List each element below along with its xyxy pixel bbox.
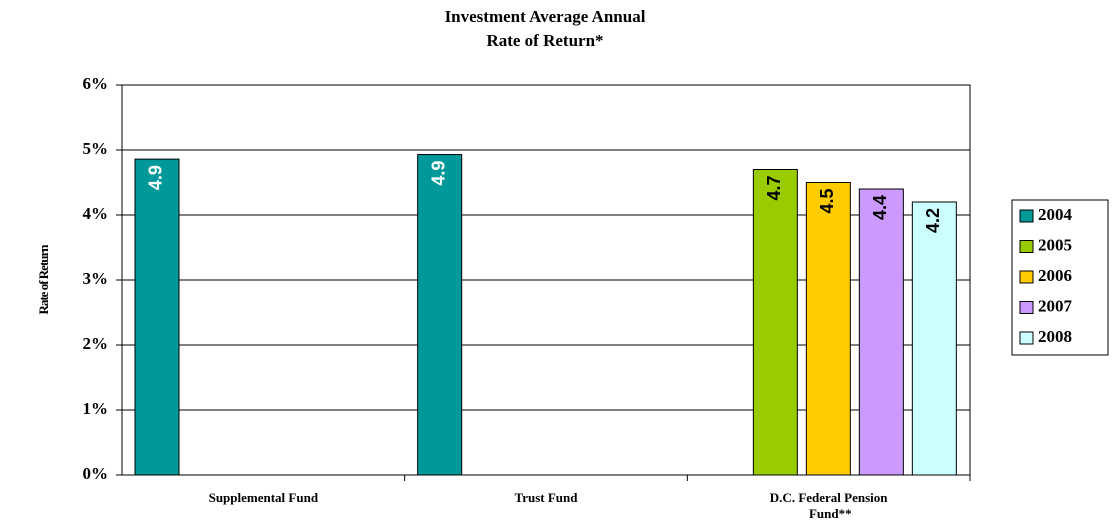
- chart-title: Rate of Return*: [486, 31, 603, 50]
- y-tick-label: 6%: [83, 74, 109, 93]
- bar: [134, 158, 180, 476]
- bar: [858, 188, 904, 476]
- legend-swatch: [1019, 270, 1034, 284]
- x-tick-label: Trust Fund: [515, 490, 579, 505]
- x-tick-label: D.C. Federal Pension Fund**: [770, 490, 888, 521]
- legend-label: 2005: [1038, 235, 1072, 254]
- y-tick-label: 4%: [83, 204, 109, 223]
- y-tick-label: 0%: [83, 464, 109, 483]
- legend-swatch: [1019, 301, 1034, 314]
- y-tick-label: 2%: [83, 334, 109, 353]
- legend-swatch: [1019, 331, 1034, 345]
- bar: [911, 201, 957, 476]
- legend-label: 2007: [1038, 296, 1073, 315]
- bar: [805, 182, 851, 476]
- legend-label: 2006: [1038, 266, 1072, 285]
- legend-swatch: [1019, 209, 1034, 223]
- y-tick-label: 1%: [83, 399, 109, 418]
- y-tick-label: 5%: [83, 139, 109, 158]
- chart-title: Investment Average Annual: [445, 7, 646, 26]
- y-tick-label: 3%: [83, 269, 109, 288]
- value-label: 4.4: [870, 195, 890, 220]
- y-axis-label: Rate of Return: [36, 244, 51, 315]
- value-label: 4.9: [146, 165, 166, 190]
- value-label: 4.7: [764, 176, 784, 201]
- value-label: 4.2: [923, 208, 943, 233]
- legend-label: 2004: [1038, 205, 1073, 224]
- bar: [417, 154, 463, 476]
- bar: [752, 169, 798, 476]
- legend-label: 2008: [1038, 327, 1072, 346]
- x-tick-label: Supplemental Fund: [209, 490, 319, 505]
- value-label: 4.9: [428, 161, 448, 186]
- value-label: 4.5: [817, 189, 837, 214]
- legend-swatch: [1019, 240, 1034, 253]
